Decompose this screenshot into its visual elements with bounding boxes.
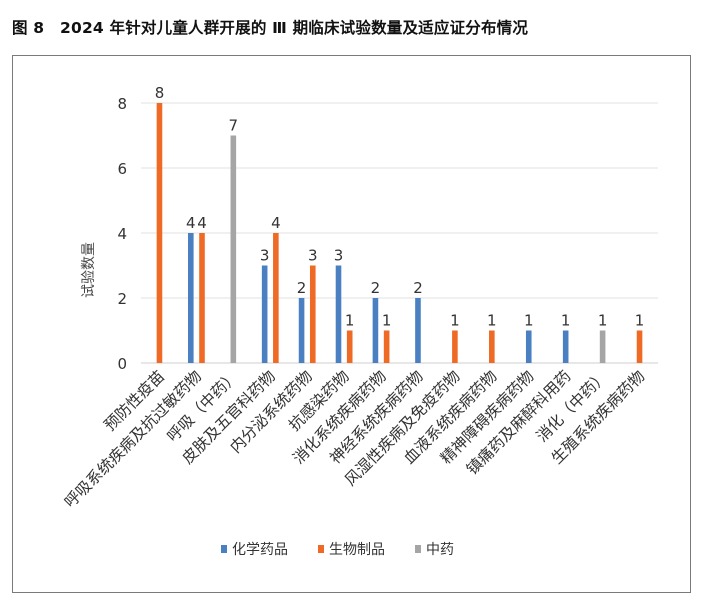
- bar: [187, 233, 194, 363]
- bar: [636, 330, 643, 363]
- y-axis-label: 试验数量: [81, 242, 97, 298]
- y-axis-ticks: 0 2 4 6 8: [117, 95, 127, 373]
- bar: [298, 298, 305, 363]
- figure-title: 图 8 2024 年针对儿童人群开展的 Ⅲ 期临床试验数量及适应证分布情况: [12, 19, 529, 37]
- data-label: 1: [487, 312, 497, 330]
- legend-swatch: [221, 545, 227, 553]
- data-label: 2: [413, 279, 423, 297]
- bar: [309, 265, 316, 363]
- data-label: 1: [524, 312, 534, 330]
- data-label: 3: [260, 247, 270, 265]
- legend-label: 中药: [426, 542, 454, 558]
- bar: [489, 330, 495, 363]
- data-label: 1: [450, 312, 460, 330]
- y-tick-label: 0: [117, 355, 127, 373]
- data-label: 3: [308, 247, 318, 265]
- bar: [199, 233, 205, 363]
- legend: 化学药品 生物制品 中药: [221, 542, 454, 558]
- bar: [525, 330, 532, 363]
- bar: [261, 265, 268, 363]
- data-label: 2: [297, 279, 307, 297]
- legend-label: 生物制品: [329, 542, 385, 558]
- data-label: 1: [598, 312, 608, 330]
- data-label: 1: [345, 312, 355, 330]
- data-label: 3: [334, 247, 344, 265]
- y-tick-label: 2: [117, 290, 127, 308]
- bar: [452, 330, 458, 363]
- bar: [562, 330, 569, 363]
- bar: [273, 233, 279, 363]
- bar: [335, 265, 342, 363]
- bar: [415, 298, 421, 363]
- data-label: 2: [371, 279, 381, 297]
- y-tick-label: 4: [117, 225, 127, 243]
- bar: [372, 298, 379, 363]
- legend-swatch: [318, 545, 324, 553]
- data-label: 8: [155, 84, 165, 102]
- bar: [230, 135, 237, 363]
- legend-label: 化学药品: [232, 542, 288, 558]
- bar: [346, 330, 353, 363]
- x-axis-ticks: 预防性疫苗呼吸系统疾病及抗过敏药物呼吸（中药）皮肤及五官科药物内分泌系统药物抗感…: [61, 367, 648, 511]
- gridlines: [141, 102, 658, 364]
- data-label: 4: [271, 214, 281, 232]
- bar: [156, 103, 163, 363]
- data-label: 1: [561, 312, 571, 330]
- data-label: 7: [229, 117, 239, 135]
- data-label: 1: [382, 312, 392, 330]
- bar: [383, 330, 390, 363]
- data-label: 1: [635, 312, 645, 330]
- data-label: 4: [186, 214, 196, 232]
- bars: [156, 103, 643, 363]
- bar: [599, 330, 606, 363]
- y-tick-label: 8: [117, 95, 127, 113]
- legend-swatch: [415, 545, 421, 553]
- y-tick-label: 6: [117, 160, 127, 178]
- data-label: 4: [197, 214, 207, 232]
